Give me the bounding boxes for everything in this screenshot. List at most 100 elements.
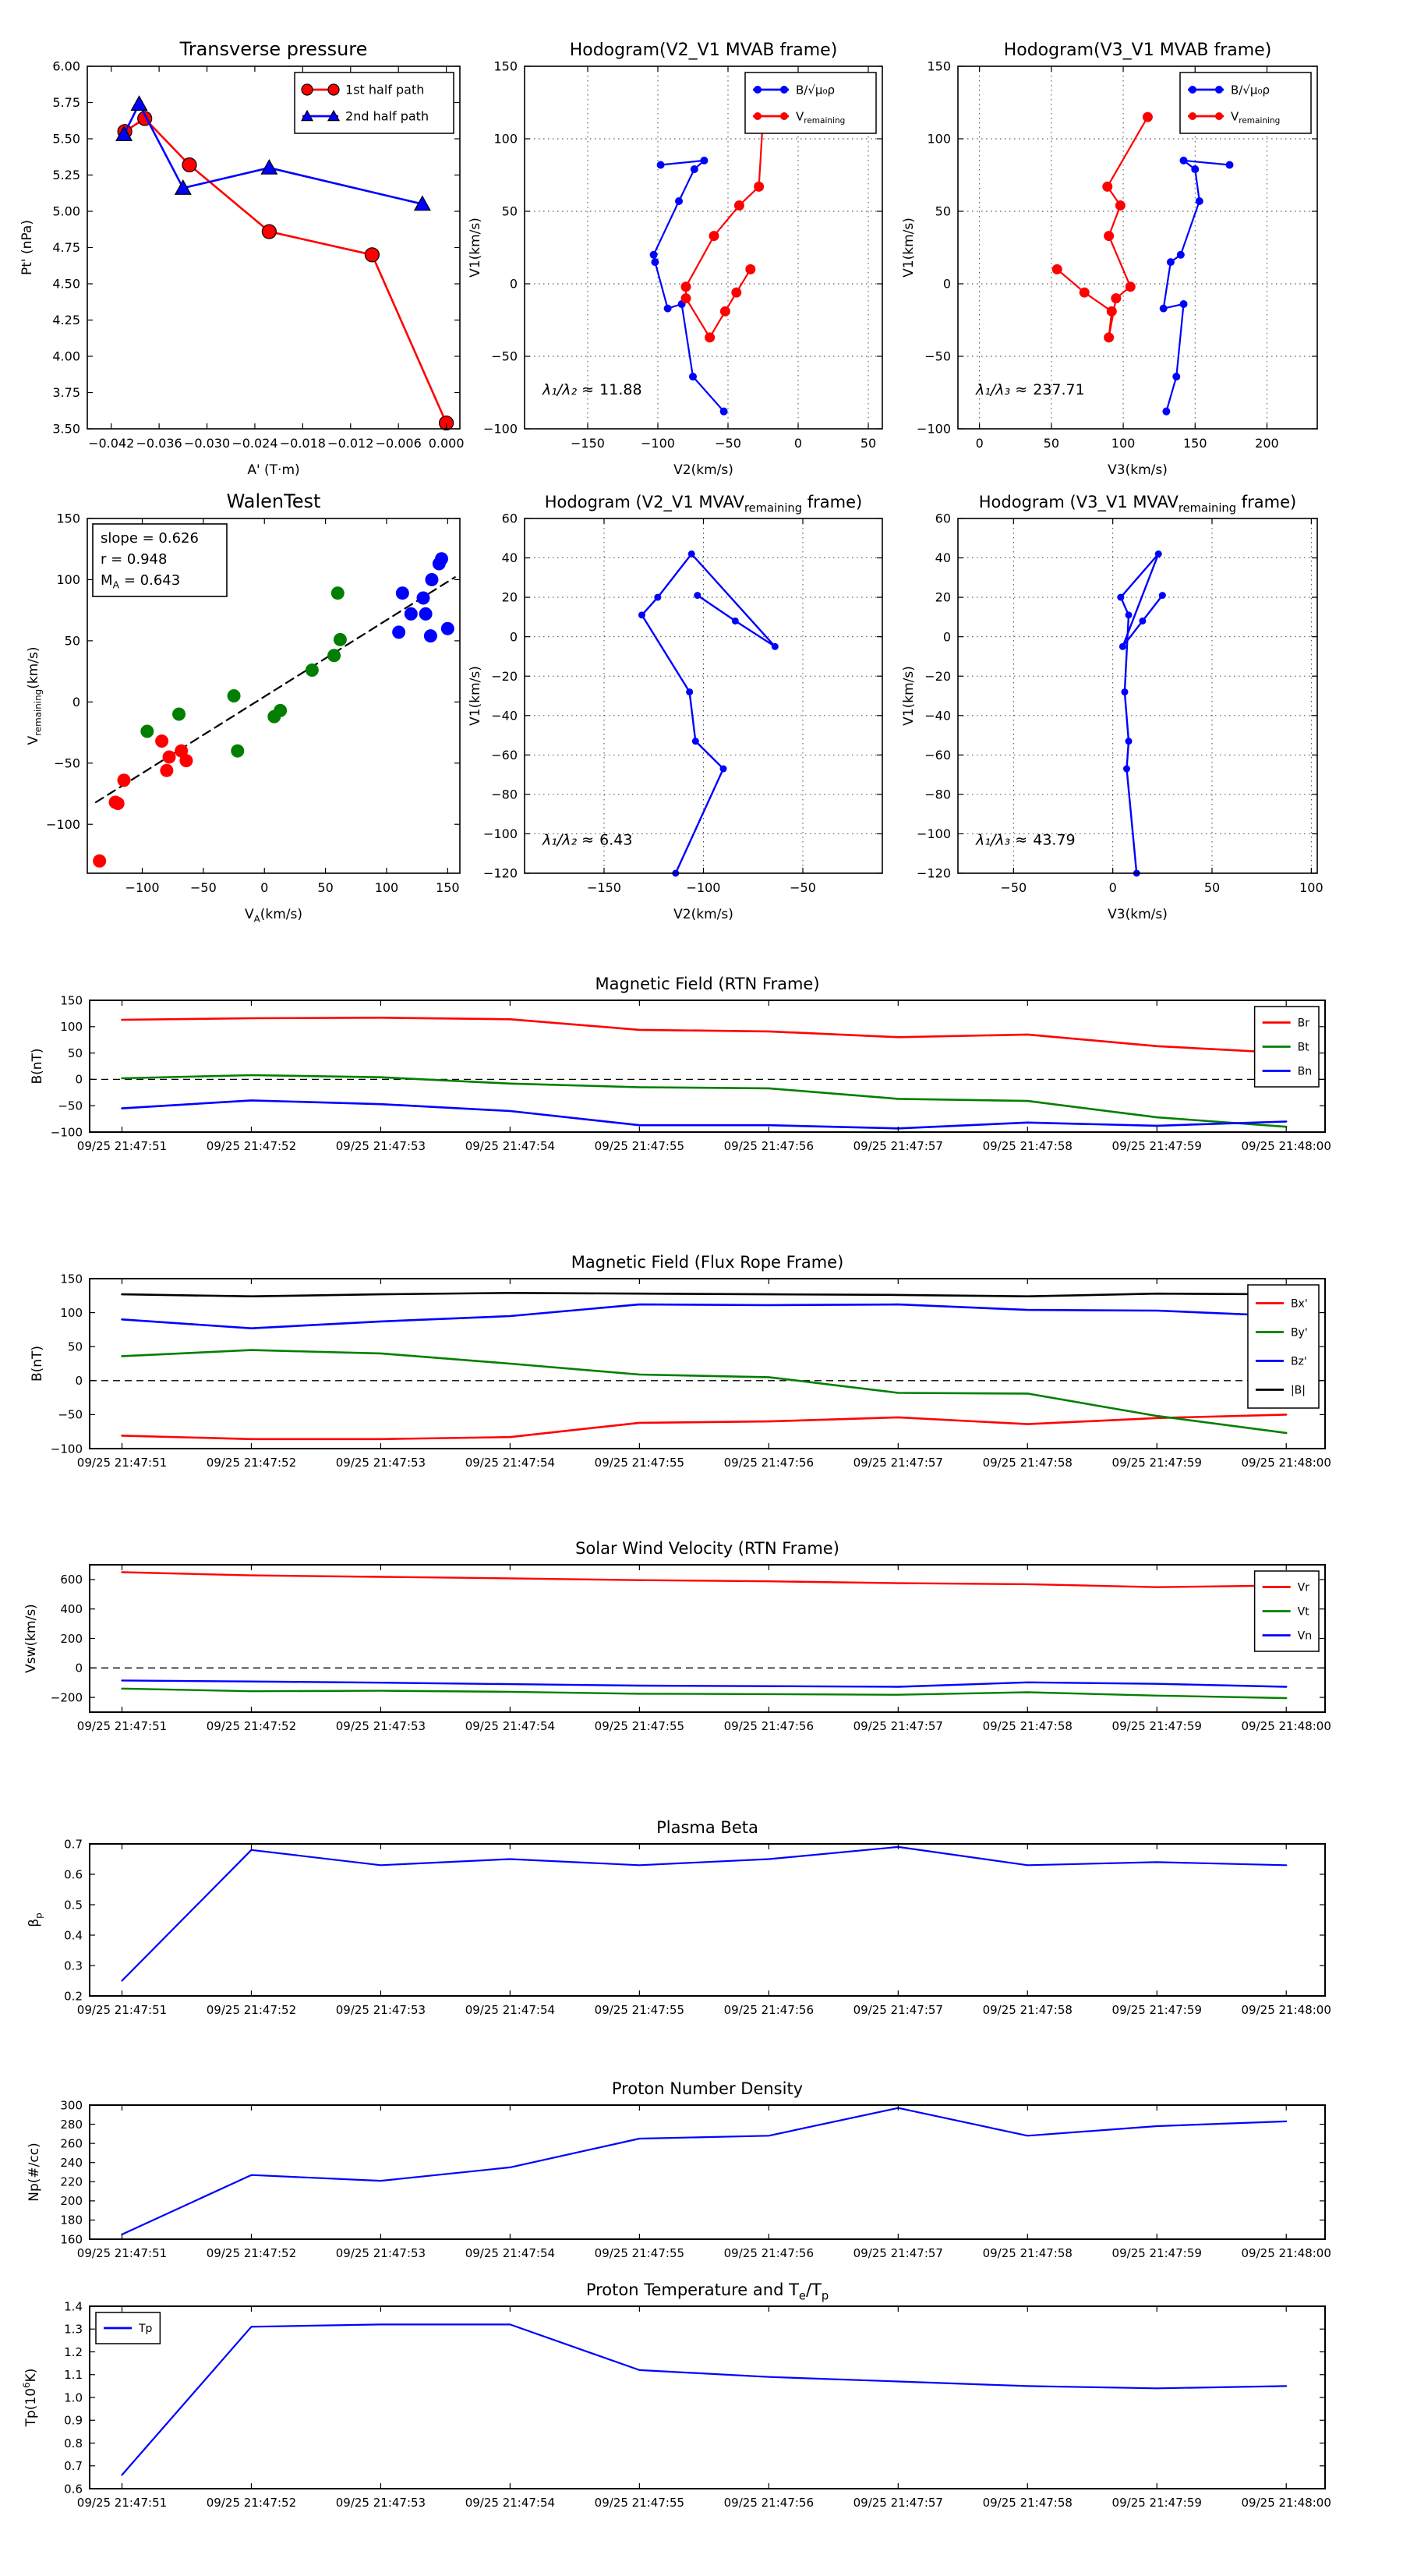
x-tick-label: 09/25 21:48:00	[1242, 2496, 1331, 2510]
y-tick-label: −50	[491, 349, 518, 364]
y-tick-label: 60	[935, 511, 951, 526]
x-tick-label: 09/25 21:47:54	[465, 2246, 555, 2260]
chart-mag-rtn: 09/25 21:47:51 09/25 21:47:52 09/25 21:47:…	[30, 975, 1331, 1153]
stats-line: r = 0.948	[101, 551, 167, 568]
point-marker	[1104, 231, 1115, 242]
y-tick-label: −100	[51, 1125, 83, 1139]
x-tick-label: −150	[571, 436, 605, 451]
chart-hodogram-v2v1-mvab: −150 −100 −50 0 50 150 100 50 0 −50 −100 Hodogram(V…	[468, 41, 883, 478]
y-tick-label: 150	[493, 59, 518, 74]
y-tick-label: 300	[60, 2098, 83, 2112]
series-b-hodogram	[1119, 553, 1164, 875]
y-tick-label: 0.6	[64, 1867, 83, 1881]
x-tick-label: 09/25 21:47:59	[1112, 1139, 1202, 1153]
point-marker	[1139, 617, 1147, 625]
point-marker	[1142, 111, 1153, 122]
point-marker	[1115, 200, 1126, 211]
y-tick-label: 180	[60, 2213, 83, 2227]
series-vn	[121, 1679, 1288, 1688]
y-tick-label: 150	[60, 993, 83, 1007]
legend-label: Bx'	[1291, 1297, 1308, 1310]
x-tick-label: 09/25 21:47:53	[336, 1139, 426, 1153]
x-tick-label: 09/25 21:47:52	[207, 1139, 296, 1153]
point-marker	[754, 86, 762, 94]
y-tick-label: 0.4	[64, 1928, 83, 1942]
x-tick-label: −0.006	[376, 436, 422, 451]
point-marker	[162, 750, 176, 764]
x-tick-label: 09/25 21:47:52	[207, 2496, 296, 2510]
y-tick-label: 0.7	[64, 2459, 83, 2473]
y-tick-label: 0	[72, 695, 80, 709]
legend: B/√μ₀ρ Vremaining	[1179, 72, 1312, 134]
chart-title: Proton Temperature and Te/Tp	[586, 2281, 829, 2302]
x-tick-label: 09/25 21:47:51	[77, 1719, 167, 1733]
x-tick-label: 09/25 21:47:54	[465, 1719, 555, 1733]
series-vt	[121, 1687, 1288, 1700]
y-axis-label: V1(km/s)	[468, 666, 483, 726]
y-axis-label: βp	[27, 1913, 44, 1927]
legend-label: By'	[1291, 1326, 1308, 1339]
y-tick-label: 50	[68, 1339, 83, 1353]
x-tick-label: 09/25 21:48:00	[1242, 1719, 1331, 1733]
chart-walen-test: −100 −50 0 50 100 150 150 100 50 0 −50 −100 WalenTes…	[26, 490, 461, 924]
x-tick-label: 09/25 21:47:55	[595, 1139, 684, 1153]
point-marker	[274, 703, 288, 717]
y-tick-label: −100	[917, 422, 951, 437]
y-tick-label: 0.3	[64, 1959, 83, 1973]
point-marker	[404, 607, 418, 621]
point-marker	[117, 773, 131, 787]
y-tick-label: −50	[58, 1099, 83, 1113]
x-tick-label: 09/25 21:47:51	[77, 2246, 167, 2260]
y-tick-label: 0	[510, 629, 518, 644]
y-tick-label: 400	[60, 1602, 83, 1616]
y-tick-label: −20	[491, 669, 518, 684]
stats-line: MA = 0.643	[101, 572, 180, 591]
point-marker	[1179, 156, 1188, 165]
x-tick-label: −0.012	[327, 436, 373, 451]
point-marker	[731, 617, 739, 625]
y-tick-label: 0	[943, 629, 951, 644]
series-vr	[121, 1571, 1288, 1588]
y-tick-label: 3.50	[52, 422, 80, 437]
point-marker	[754, 181, 765, 192]
point-marker	[1106, 306, 1117, 317]
y-tick-label: −80	[924, 787, 951, 801]
x-tick-label: 09/25 21:47:58	[983, 2496, 1073, 2510]
point-marker	[1158, 592, 1166, 600]
x-tick-label: 09/25 21:47:53	[336, 2246, 426, 2260]
point-marker	[1102, 181, 1113, 192]
plot-border	[89, 1278, 1326, 1449]
y-tick-label: 1.4	[64, 2299, 83, 2313]
x-axis-label: A' (T·m)	[247, 462, 299, 478]
series-by-	[121, 1349, 1288, 1435]
series-np	[121, 2107, 1288, 2235]
legend: Bx' By' Bz' |B|	[1247, 1284, 1320, 1409]
x-axis-label: V2(km/s)	[673, 462, 733, 478]
x-tick-label: 09/25 21:47:59	[1112, 2496, 1202, 2510]
point-marker	[1122, 765, 1130, 773]
x-tick-label: 09/25 21:47:57	[853, 2003, 943, 2017]
x-tick-label: 09/25 21:47:55	[595, 2496, 684, 2510]
y-tick-label: 5.75	[52, 95, 80, 110]
point-marker	[327, 649, 341, 663]
plot-border	[957, 65, 1318, 430]
x-tick-label: 09/25 21:47:57	[853, 1456, 943, 1470]
y-tick-label: 5.50	[52, 132, 80, 147]
series-bz-	[121, 1303, 1288, 1329]
x-tick-label: 09/25 21:47:56	[724, 2246, 814, 2260]
point-marker	[680, 281, 691, 292]
y-tick-label: 50	[935, 204, 951, 219]
y-tick-label: 0	[75, 1374, 83, 1388]
chart-title: Magnetic Field (RTN Frame)	[595, 975, 819, 993]
x-tick-label: 0	[260, 880, 268, 895]
y-tick-label: 0	[75, 1661, 83, 1675]
point-marker	[1125, 611, 1133, 619]
point-marker	[1111, 293, 1122, 304]
lambda-annotation-value: 237.71	[1033, 381, 1084, 398]
x-tick-label: 09/25 21:48:00	[1242, 1139, 1331, 1153]
y-tick-label: 5.25	[52, 168, 80, 182]
point-marker	[140, 724, 154, 738]
point-marker	[651, 258, 659, 267]
point-marker	[1179, 300, 1188, 309]
